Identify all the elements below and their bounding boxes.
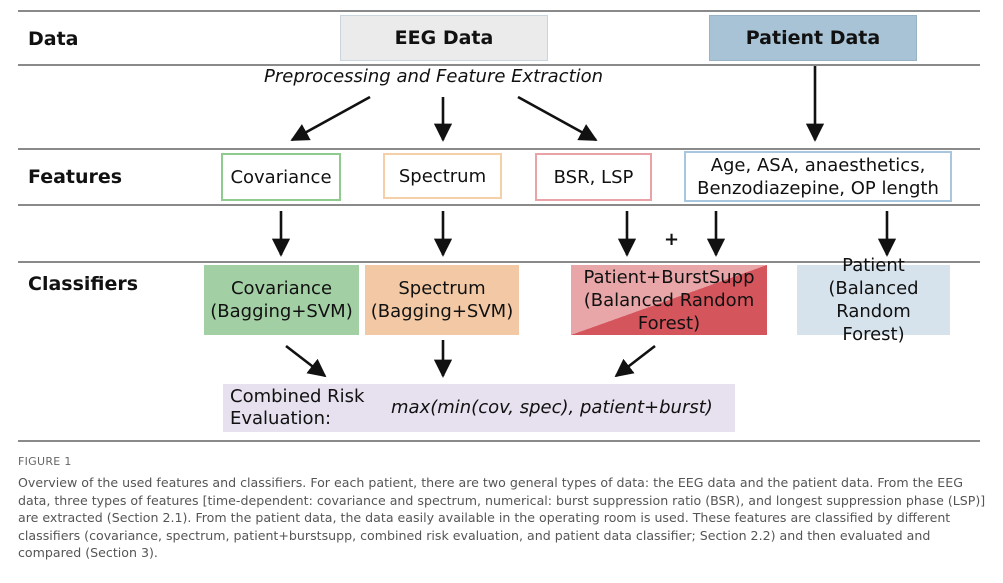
patient-data-label: Patient Data [745, 26, 881, 49]
figure-title: FIGURE 1 [18, 455, 72, 468]
classifier-patient: Patient (Balanced Random Forest) [797, 255, 950, 345]
arrow-prep-to-covariance [290, 95, 371, 142]
feature-patient: Age, ASA, anaesthetics, Benzodiazepine, … [684, 151, 952, 202]
separator-classifiers [18, 261, 980, 263]
classifier-patient-line3: Forest) [842, 324, 905, 345]
plus-sign: + [664, 229, 680, 250]
classifier-covariance-line1: Covariance [230, 278, 333, 299]
feature-covariance: Covariance [221, 153, 341, 201]
arrow-burst-to-combined [614, 344, 656, 378]
separator-bottom [18, 440, 980, 442]
separator-top [18, 10, 980, 12]
classifier-patient-burstsupp: Patient+BurstSupp (Balanced Random Fores… [571, 265, 767, 335]
classifier-burst-line2: (Balanced Random [583, 289, 755, 311]
row-label-classifiers: Classifiers [28, 273, 139, 295]
separator-features-top [18, 148, 980, 150]
combined-risk-label-line2: Evaluation: [230, 408, 332, 429]
separator-features-bottom [18, 204, 980, 206]
combined-risk-box: Combined Risk Evaluation: max(min(cov, s… [223, 384, 735, 432]
feature-bsr-lsp-label: BSR, LSP [553, 166, 634, 188]
classifier-patient-line1: Patient [842, 255, 905, 276]
feature-spectrum: Spectrum [383, 153, 502, 199]
feature-spectrum-label: Spectrum [398, 165, 487, 187]
figure-caption-block: FIGURE 1 Overview of the used features a… [18, 455, 988, 562]
classifier-burst-line3: Forest) [637, 312, 701, 334]
arrow-cov-to-combined [285, 344, 327, 378]
feature-bsr-lsp: BSR, LSP [535, 153, 652, 201]
classifier-covariance: Covariance (Bagging+SVM) [204, 265, 359, 335]
combined-risk-formula: max(min(cov, spec), patient+burst) [391, 397, 713, 418]
preprocessing-label: Preprocessing and Feature Extraction [264, 66, 604, 87]
figure-caption: Overview of the used features and classi… [18, 475, 986, 561]
row-label-features: Features [28, 166, 123, 188]
feature-patient-line1: Age, ASA, anaesthetics, [710, 154, 926, 176]
arrow-prep-to-bsr [517, 95, 598, 142]
row-label-data: Data [28, 28, 79, 50]
combined-risk-label-line1: Combined Risk [230, 386, 365, 407]
feature-covariance-label: Covariance [230, 166, 332, 188]
classifier-patient-line2: (Balanced Random [828, 278, 919, 322]
eeg-data-label: EEG Data [394, 26, 494, 49]
classifier-covariance-line2: (Bagging+SVM) [210, 301, 353, 322]
classifier-spectrum-line1: Spectrum [398, 278, 486, 299]
patient-data-box: Patient Data [709, 15, 917, 61]
feature-patient-line2: Benzodiazepine, OP length [697, 177, 939, 199]
classifier-spectrum-line2: (Bagging+SVM) [370, 301, 514, 322]
eeg-data-box: EEG Data [340, 15, 548, 61]
flow-arrows [271, 66, 897, 378]
classifier-burst-line1: Patient+BurstSupp [583, 266, 755, 288]
separator-data [18, 64, 980, 66]
combined-risk-label: Combined Risk Evaluation: [230, 386, 364, 430]
classifier-spectrum: Spectrum (Bagging+SVM) [365, 265, 519, 335]
